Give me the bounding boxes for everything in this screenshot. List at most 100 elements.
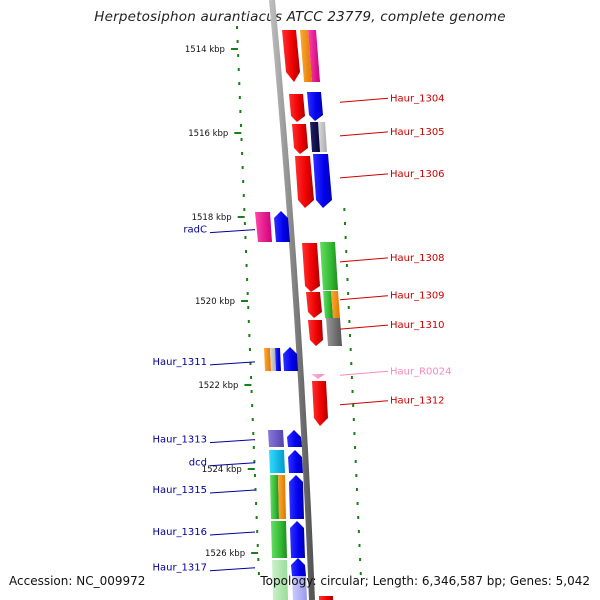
label-leader-line — [339, 131, 389, 137]
gene-arrow[interactable] — [278, 475, 286, 519]
gene-label[interactable]: Haur_R0024 — [390, 366, 452, 377]
major-tick — [247, 468, 255, 470]
minor-tick — [252, 432, 255, 435]
genome-summary-text: Topology: circular; Length: 6,346,587 bp… — [260, 574, 590, 588]
gene-arrow[interactable] — [288, 450, 303, 473]
gene-arrow[interactable] — [310, 122, 321, 152]
gene-arrow[interactable] — [318, 122, 327, 152]
minor-tick — [254, 488, 257, 491]
gene-arrow[interactable] — [313, 154, 332, 208]
minor-tick — [353, 432, 356, 435]
gene-arrow[interactable] — [320, 242, 338, 290]
gene-arrow[interactable] — [269, 450, 285, 473]
gene-arrow[interactable] — [282, 30, 300, 82]
gene-features — [255, 30, 342, 600]
minor-tick — [343, 208, 346, 211]
major-tick — [237, 216, 245, 218]
gene-arrow[interactable] — [323, 291, 333, 318]
gene-arrow[interactable] — [295, 156, 314, 208]
gene-arrow[interactable] — [331, 291, 340, 318]
minor-tick — [237, 68, 240, 71]
gene-label[interactable]: Haur_1309 — [390, 291, 445, 302]
minor-tick — [239, 124, 242, 127]
gene-arrow[interactable] — [306, 292, 322, 318]
gene-label[interactable]: Haur_1305 — [390, 127, 445, 138]
gene-label[interactable]: Haur_1308 — [390, 253, 445, 264]
gene-arrow[interactable] — [319, 596, 333, 600]
gene-arrow[interactable] — [283, 347, 298, 371]
minor-tick — [245, 264, 248, 267]
minor-tick — [355, 474, 358, 477]
tick-label: 1522 kbp — [198, 381, 238, 391]
gene-arrow[interactable] — [308, 320, 323, 346]
gene-label[interactable]: Haur_1316 — [152, 527, 207, 538]
gene-arrow[interactable] — [308, 30, 320, 82]
gene-arrow[interactable] — [255, 212, 272, 242]
major-tick — [241, 300, 249, 302]
label-leader-line — [339, 324, 389, 330]
tick-label: 1524 kbp — [202, 465, 242, 475]
minor-tick — [359, 572, 362, 575]
tick-label: 1526 kbp — [205, 549, 245, 559]
gene-label[interactable]: Haur_1315 — [152, 485, 207, 496]
label-leader-line — [209, 462, 256, 467]
label-leader-line — [209, 439, 256, 444]
gene-label[interactable]: Haur_1312 — [390, 396, 445, 407]
tick-label: 1516 kbp — [188, 129, 228, 139]
major-tick — [230, 48, 238, 50]
gene-arrow[interactable] — [289, 94, 305, 122]
gene-arrow[interactable] — [302, 243, 320, 292]
gene-labels: Haur_1304 Haur_1305 Haur_1306 radC Haur_1308… — [152, 93, 451, 573]
minor-tick — [241, 166, 244, 169]
minor-tick — [236, 26, 239, 29]
gene-arrow[interactable] — [292, 124, 308, 154]
gene-arrow[interactable] — [312, 381, 328, 426]
gene-arrow[interactable] — [270, 348, 276, 371]
gene-arrow[interactable] — [270, 475, 279, 519]
gene-arrow[interactable] — [307, 92, 323, 121]
minor-tick — [344, 236, 347, 239]
gene-label[interactable]: Haur_1310 — [390, 320, 445, 331]
label-leader-line — [339, 370, 389, 376]
gene-arrow[interactable] — [289, 475, 304, 519]
minor-tick — [249, 362, 252, 365]
minor-tick — [247, 320, 250, 323]
gene-arrow[interactable] — [271, 521, 287, 558]
minor-tick — [238, 96, 241, 99]
gene-arrow[interactable] — [326, 318, 342, 346]
gene-arrow[interactable] — [275, 348, 281, 371]
minor-tick — [347, 306, 350, 309]
gene-label[interactable]: Haur_1317 — [152, 563, 207, 574]
minor-tick — [343, 222, 346, 225]
rna-gene-arrow[interactable] — [311, 374, 325, 379]
gene-arrow[interactable] — [272, 560, 288, 600]
gene-label[interactable]: Haur_1311 — [152, 357, 207, 368]
minor-tick — [243, 222, 246, 225]
gene-label[interactable]: dcd — [189, 458, 207, 469]
major-tick — [234, 132, 242, 134]
minor-tick — [345, 264, 348, 267]
minor-tick — [359, 558, 362, 561]
gene-arrow[interactable] — [291, 558, 306, 576]
accession-text: Accession: NC_009972 — [9, 574, 146, 588]
minor-tick — [354, 460, 357, 463]
gene-label[interactable]: Haur_1306 — [390, 169, 445, 180]
minor-tick — [351, 390, 354, 393]
gene-label[interactable]: Haur_1313 — [152, 435, 207, 446]
minor-tick — [236, 40, 239, 43]
gene-arrow[interactable] — [292, 576, 307, 600]
gene-label[interactable]: Haur_1304 — [390, 93, 445, 104]
gene-label[interactable]: radC — [183, 225, 207, 236]
label-leader-line — [209, 229, 256, 234]
minor-tick — [242, 194, 245, 197]
gene-arrow[interactable] — [287, 430, 302, 447]
minor-tick — [356, 502, 359, 505]
label-leader-line — [339, 257, 389, 263]
gene-arrow[interactable] — [268, 430, 284, 447]
gene-arrow[interactable] — [290, 521, 305, 558]
gene-arrow[interactable] — [264, 348, 271, 371]
gene-arrow[interactable] — [274, 211, 290, 242]
label-leader-line — [209, 567, 256, 572]
minor-tick — [355, 488, 358, 491]
